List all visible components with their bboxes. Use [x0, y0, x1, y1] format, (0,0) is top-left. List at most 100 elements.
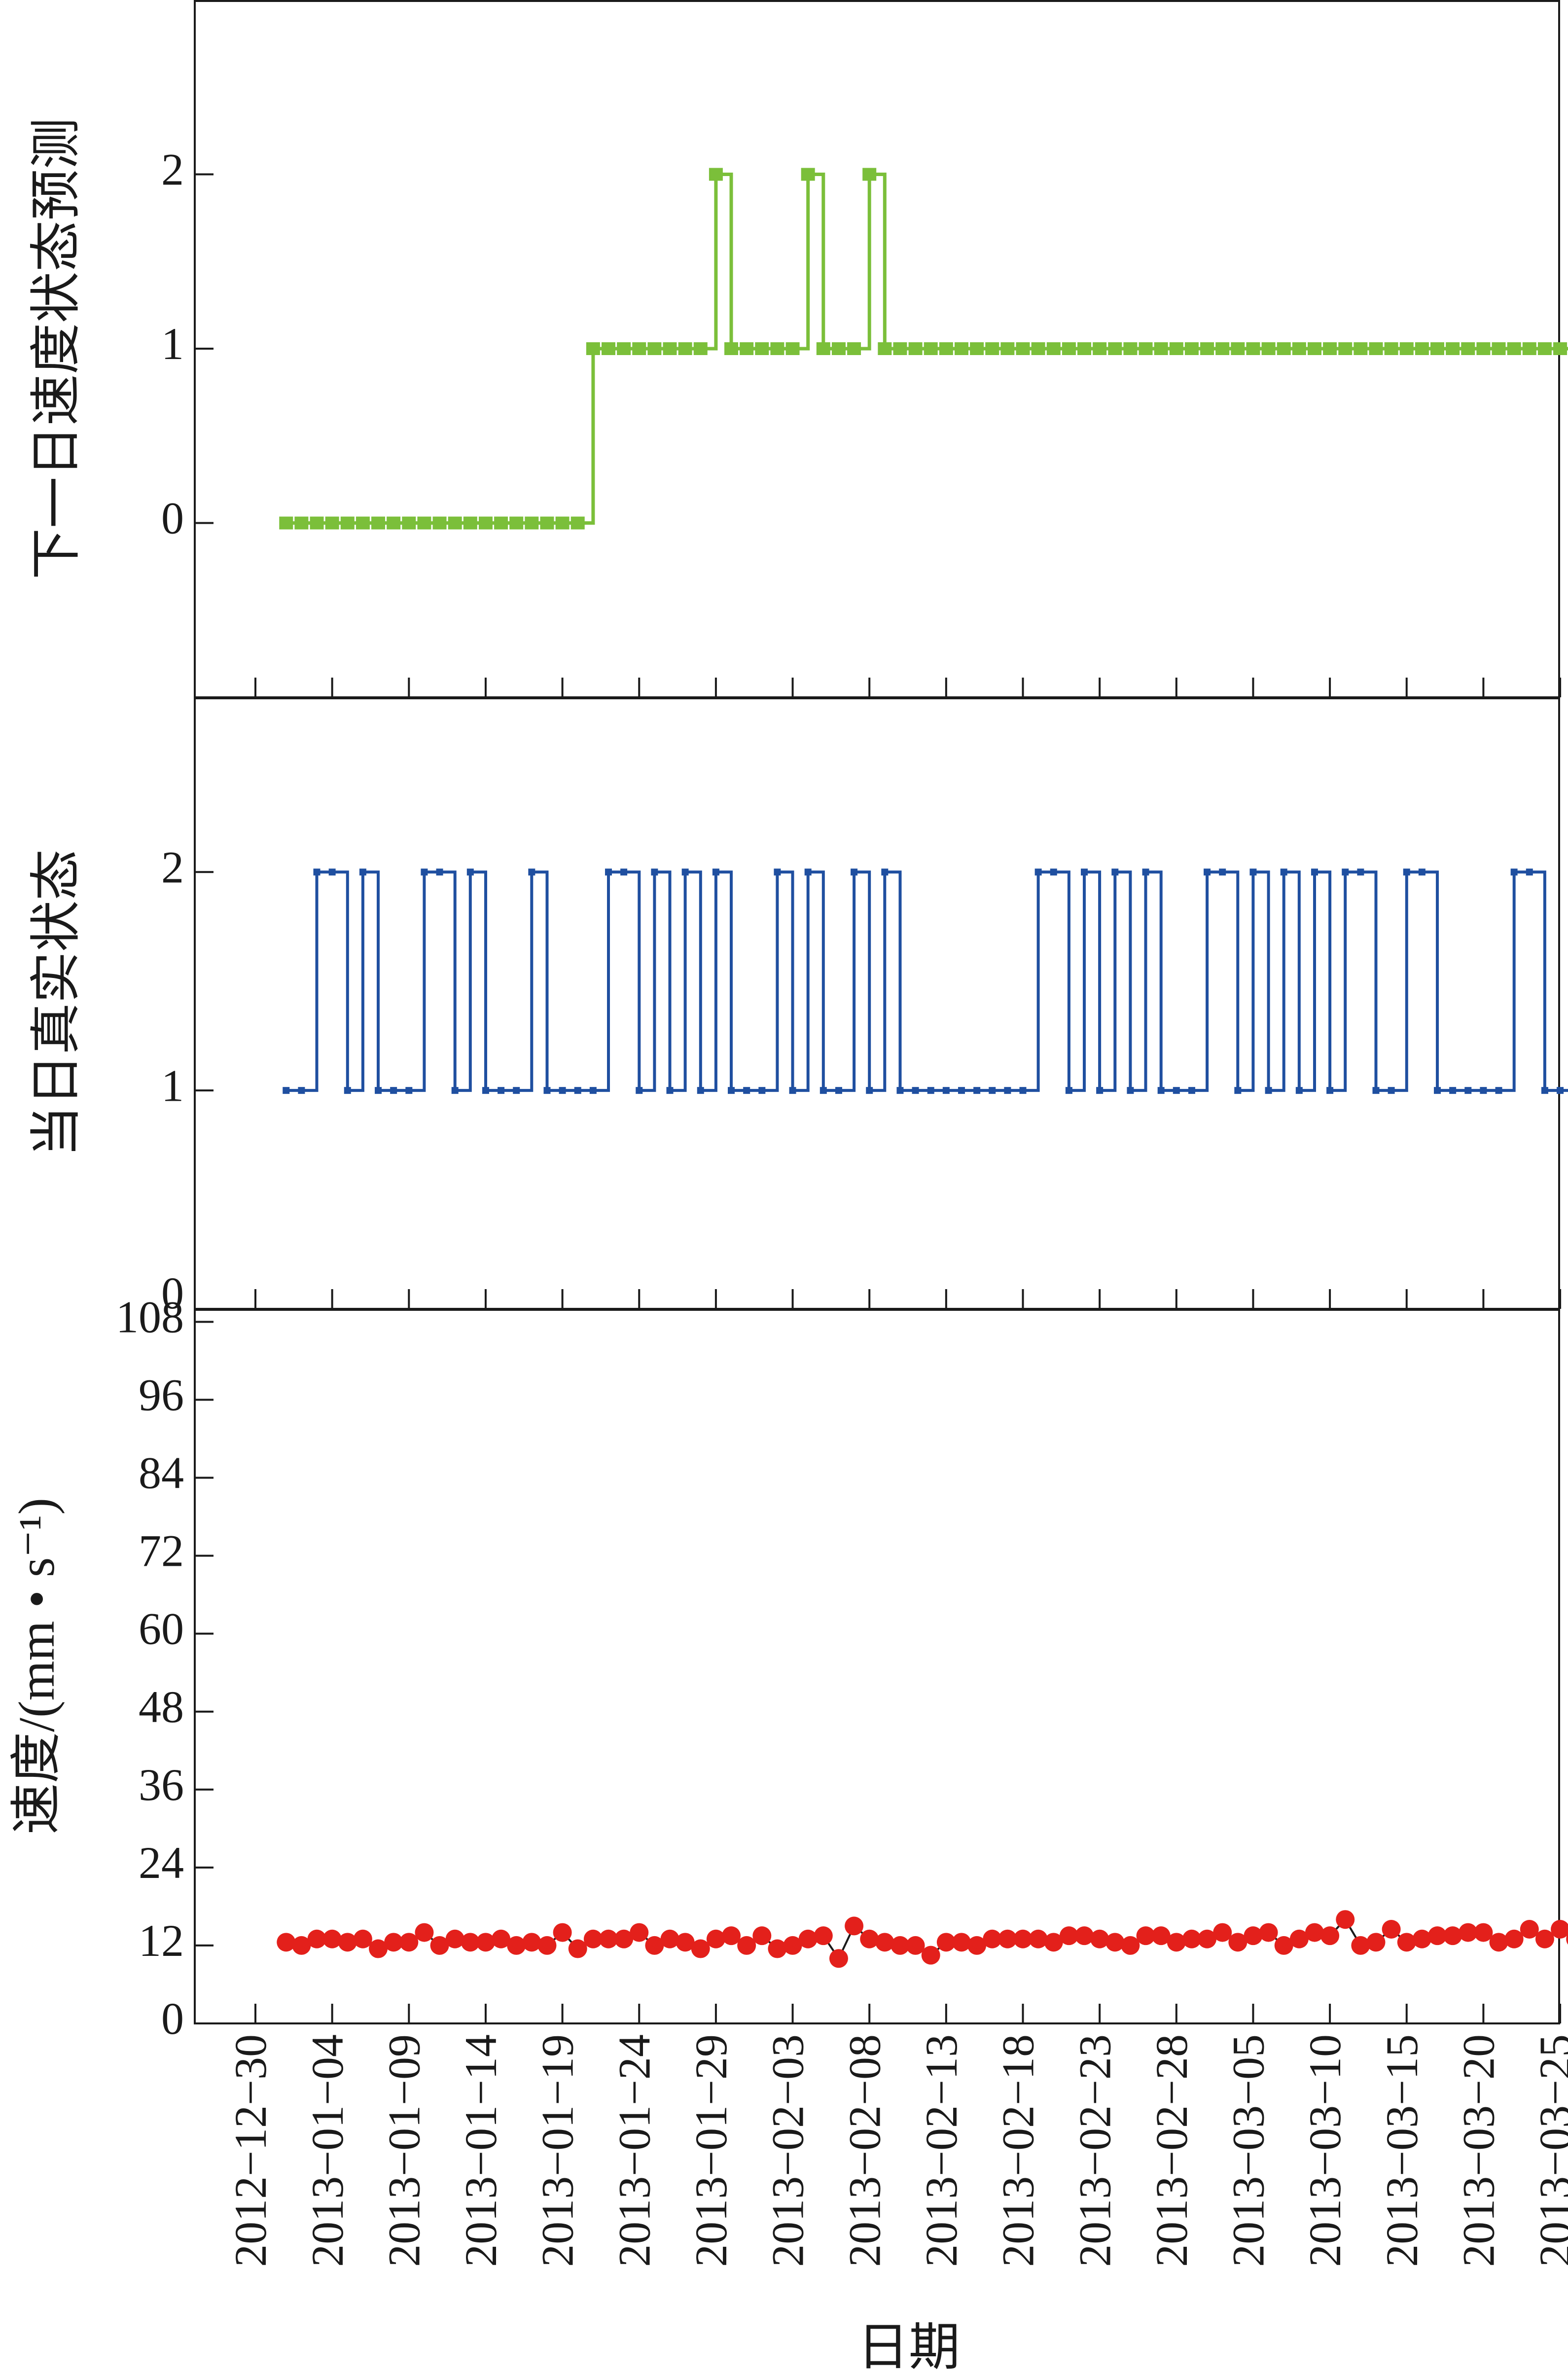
velocity-point: [752, 1926, 772, 1946]
y-tick-label: 1: [161, 1060, 184, 1111]
state-marker: [1372, 1087, 1380, 1094]
state-marker: [970, 342, 984, 355]
state-marker: [1246, 342, 1260, 355]
state-marker: [663, 342, 677, 355]
velocity-point: [860, 1929, 879, 1948]
velocity-point: [568, 1939, 587, 1958]
velocity-point: [353, 1929, 372, 1948]
state-marker: [1415, 342, 1429, 355]
state-marker: [356, 516, 370, 530]
y-tick-label: 2: [161, 144, 184, 195]
state-marker: [942, 1087, 950, 1094]
state-marker: [1311, 868, 1318, 876]
state-marker: [359, 868, 366, 876]
state-marker: [344, 1087, 351, 1094]
velocity-point: [399, 1933, 419, 1952]
state-marker: [432, 516, 447, 530]
state-marker: [1046, 342, 1061, 355]
state-marker: [605, 868, 612, 876]
y-axis-label: 当日真实状态: [28, 849, 85, 1157]
state-marker: [509, 516, 524, 530]
state-marker: [927, 1087, 934, 1094]
state-marker: [1142, 868, 1149, 876]
state-marker: [985, 342, 999, 355]
state-marker: [862, 168, 877, 181]
state-marker: [417, 516, 431, 530]
state-marker: [801, 168, 815, 181]
state-marker: [1434, 1087, 1441, 1094]
state-marker: [1522, 342, 1536, 355]
state-marker: [1403, 868, 1410, 876]
state-marker: [498, 1087, 505, 1094]
velocity-point: [1289, 1929, 1309, 1948]
velocity-point: [1366, 1933, 1386, 1952]
state-marker: [1507, 342, 1521, 355]
state-marker: [1249, 868, 1257, 876]
velocity-point: [952, 1933, 971, 1952]
state-marker: [1065, 1087, 1072, 1094]
state-marker: [924, 342, 938, 355]
state-marker: [310, 516, 324, 530]
velocity-point: [691, 1939, 710, 1958]
state-marker: [451, 1087, 459, 1094]
velocity-point: [706, 1929, 725, 1948]
state-marker: [1265, 1087, 1272, 1094]
state-marker: [697, 1087, 704, 1094]
state-marker: [390, 1087, 397, 1094]
state-marker: [1495, 1087, 1502, 1094]
state-marker: [570, 516, 585, 530]
state-marker: [1108, 342, 1122, 355]
state-marker: [586, 342, 600, 355]
velocity-point: [322, 1929, 342, 1948]
velocity-point: [1151, 1926, 1171, 1946]
state-marker: [1541, 1087, 1548, 1094]
state-marker: [325, 516, 339, 530]
y-tick-label: 72: [139, 1526, 184, 1576]
state-marker: [1184, 342, 1199, 355]
state-marker: [1173, 1087, 1180, 1094]
state-marker: [1307, 342, 1321, 355]
state-marker: [908, 342, 923, 355]
velocity-point: [829, 1949, 848, 1968]
state-marker: [1553, 342, 1568, 355]
velocity-point: [599, 1929, 618, 1948]
state-marker: [1326, 1087, 1334, 1094]
velocity-point: [1182, 1929, 1201, 1948]
step-line: [286, 173, 1568, 525]
state-marker: [620, 868, 628, 876]
x-tick-label: 2013−01−19: [533, 2034, 583, 2267]
state-marker: [755, 342, 769, 355]
state-marker: [666, 1087, 674, 1094]
velocity-point: [1382, 1919, 1401, 1939]
x-tick-label: 2013−02−08: [839, 2034, 890, 2267]
state-marker: [298, 1087, 305, 1094]
state-marker: [728, 1087, 735, 1094]
y-tick-label: 60: [139, 1604, 184, 1654]
velocity-point: [1443, 1926, 1462, 1946]
state-marker: [1537, 342, 1552, 355]
y-tick-label: 0: [161, 493, 184, 543]
state-marker: [279, 516, 293, 530]
state-marker: [375, 1087, 382, 1094]
y-tick-label: 24: [139, 1838, 184, 1888]
velocity-point: [645, 1936, 664, 1955]
velocity-point: [614, 1929, 634, 1948]
velocity-point: [1075, 1926, 1094, 1946]
state-marker: [478, 516, 493, 530]
state-marker: [1449, 1087, 1457, 1094]
state-marker: [1154, 342, 1168, 355]
velocity-point: [1167, 1933, 1186, 1952]
state-marker: [1277, 342, 1291, 355]
state-marker: [463, 516, 477, 530]
chart-panels: 012下一日速度状态预测012当日真实状态0122436486072849610…: [8, 0, 1568, 2267]
velocity-point: [875, 1933, 894, 1952]
x-tick-label: 2013−01−24: [609, 2034, 659, 2267]
x-tick-label: 2013−01−29: [686, 2034, 736, 2267]
plot-frame: [194, 1309, 1560, 2024]
state-marker: [525, 516, 539, 530]
x-tick-label: 2013−03−20: [1454, 2034, 1504, 2267]
x-tick-label: 2012−12−30: [225, 2034, 276, 2267]
state-marker: [678, 342, 692, 355]
state-marker: [939, 342, 953, 355]
state-marker: [973, 1087, 981, 1094]
